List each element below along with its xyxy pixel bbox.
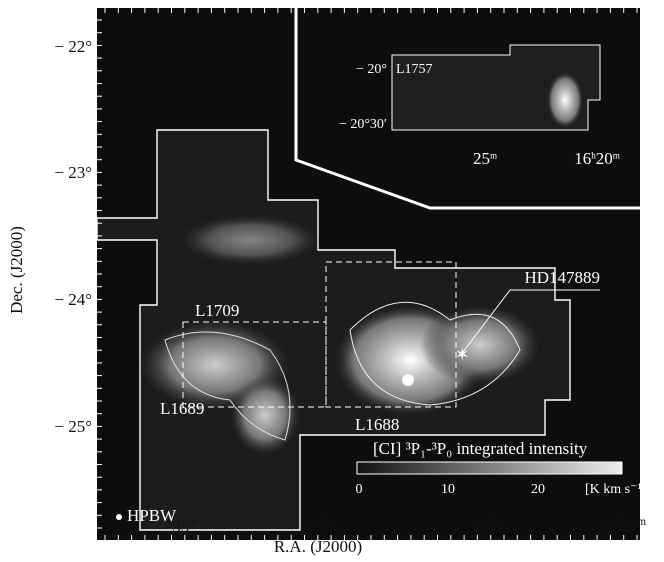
superscript: m [490, 150, 497, 160]
y-axis-title: Dec. (J2000) [7, 226, 26, 314]
inset-label: L1757 [396, 62, 433, 77]
region-label: L1689 [160, 399, 204, 418]
y-tick-label: − 20° [356, 62, 387, 77]
emission [180, 215, 320, 265]
star-mark: ✶ [455, 345, 469, 364]
region-label: L1688 [355, 415, 399, 434]
emission [547, 72, 583, 128]
superscript: m [322, 516, 331, 528]
tick-text: 30 [305, 517, 322, 536]
superscript: m [613, 150, 620, 160]
tick-text: 25 [472, 517, 489, 536]
tick-text: 35 [172, 517, 189, 536]
tick-text: 25 [473, 149, 490, 168]
superscript: m [489, 516, 498, 528]
y-tick-label: − 25° [54, 417, 92, 436]
colorbar [357, 462, 622, 474]
y-tick-label: − 23° [54, 163, 92, 182]
figure: ✶ R.A. (J2000) Dec. (J2000) HD147889 L17… [0, 0, 664, 562]
star-label: HD147889 [524, 268, 600, 287]
tick-text: 16 [598, 517, 615, 536]
y-tick-label: − 20°30′ [339, 117, 387, 132]
colorbar-tick: 20 [531, 482, 545, 497]
superscript: m [189, 516, 198, 528]
colorbar-tick: 0 [356, 482, 363, 497]
beam [116, 514, 122, 520]
tick-text: 16 [574, 149, 591, 168]
y-tick-label: − 22° [54, 37, 92, 56]
tick-text: 20 [620, 517, 637, 536]
superscript: m [637, 516, 646, 528]
emission [420, 305, 540, 385]
tick-text: 20 [596, 149, 613, 168]
colorbar-title: [CI] ³P₁-³P₀ integrated intensity [373, 439, 588, 458]
y-tick-label: − 24° [54, 290, 92, 309]
colorbar-unit: [K km s⁻¹] [585, 482, 646, 497]
beam-label: HPBW [127, 506, 177, 525]
region-label: L1709 [195, 301, 239, 320]
peak [402, 374, 414, 386]
colorbar-tick: 10 [441, 482, 455, 497]
